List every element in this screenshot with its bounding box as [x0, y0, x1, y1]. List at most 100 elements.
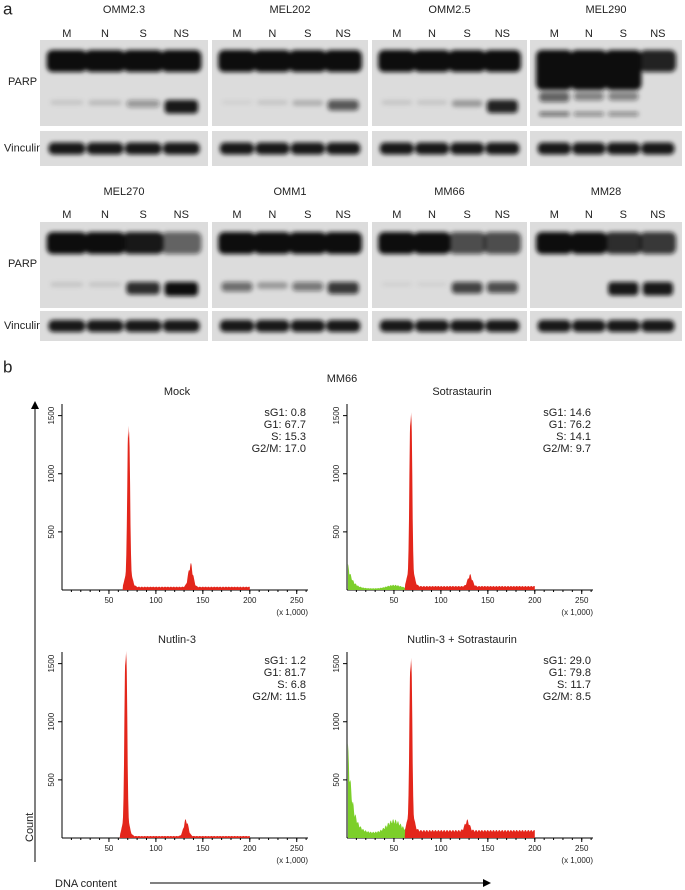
cleaved-band	[451, 282, 483, 294]
lane-label: N	[268, 28, 276, 40]
parp-band	[324, 50, 362, 72]
parp-band	[483, 232, 521, 254]
blot	[212, 40, 368, 166]
blot-title: MEL290	[586, 4, 627, 16]
blot	[372, 40, 527, 166]
cleaved-band	[221, 282, 253, 292]
vinculin-band	[606, 320, 641, 332]
vinculin-band	[379, 142, 414, 155]
cleaved-band	[126, 282, 160, 295]
lane-label: N	[585, 209, 593, 221]
cleaved-band	[486, 100, 518, 113]
y-tick-label: 500	[47, 773, 56, 787]
x-tick-label: 150	[196, 596, 210, 605]
lane-label: N	[428, 209, 436, 221]
lane-label: NS	[650, 209, 665, 221]
histogram-sub-g1	[347, 743, 535, 838]
cleaved-band	[381, 100, 413, 105]
lane-label: NS	[650, 28, 665, 40]
plot-title: Nutlin-3	[158, 634, 196, 646]
lane-label: M	[550, 28, 559, 40]
x-tick-label: 50	[389, 844, 398, 853]
cleaved-band	[292, 282, 324, 291]
blot-title: OMM1	[274, 186, 307, 198]
vinculin-band	[641, 142, 675, 155]
y-tick-label: 500	[332, 773, 341, 787]
histogram	[347, 412, 535, 590]
bands	[218, 50, 362, 155]
cleaved-band	[608, 112, 639, 116]
cleaved-band	[164, 282, 199, 296]
parp-band	[218, 232, 256, 254]
vinculin-band	[219, 320, 255, 332]
stat: G2/M: 11.5	[252, 691, 306, 703]
cleaved-band	[221, 100, 253, 105]
stat: S: 14.1	[556, 431, 591, 443]
blot-title: OMM2.5	[428, 4, 470, 16]
x-tick-label: 250	[575, 844, 589, 853]
x-tick-label: 100	[149, 596, 163, 605]
cleaved-band	[451, 100, 483, 107]
vinculin-band	[86, 320, 124, 332]
x-tick-label: 250	[290, 596, 304, 605]
cleaved-band	[608, 282, 639, 296]
parp-band	[84, 232, 126, 254]
cleaved-band	[88, 100, 122, 106]
cleaved-band	[292, 100, 324, 106]
blot	[530, 222, 682, 341]
stat: sG1: 29.0	[543, 655, 591, 667]
blot-title: MM66	[434, 186, 465, 198]
vinculin-band	[48, 142, 86, 155]
x-tick-label: 200	[243, 596, 257, 605]
y-tick-label: 500	[332, 525, 341, 539]
blot-title: MEL270	[104, 186, 145, 198]
bands	[378, 232, 521, 332]
vinculin-band	[162, 320, 200, 332]
lane-label: S	[304, 28, 311, 40]
stat: G1: 79.8	[549, 667, 591, 679]
vinculin-band	[326, 142, 361, 155]
cleaved-band	[256, 100, 288, 105]
parp-band	[161, 232, 202, 254]
lane-label: NS	[174, 209, 189, 221]
cleaved-band	[486, 282, 518, 293]
cleaved-band	[327, 282, 359, 294]
x-tick-label: 100	[434, 596, 448, 605]
vinculin-band	[255, 142, 290, 155]
vinculin-band	[572, 320, 606, 332]
bands	[536, 50, 677, 155]
cleaved-band	[50, 282, 84, 287]
stat: G2/M: 17.0	[252, 443, 306, 455]
cleaved-band	[164, 100, 199, 114]
lane-label: S	[463, 28, 470, 40]
vinculin-band	[124, 320, 162, 332]
x-tick-label: 250	[575, 596, 589, 605]
parp-band	[289, 50, 327, 72]
vinculin-band	[606, 142, 641, 155]
vinculin-band	[379, 320, 414, 332]
histogram	[347, 657, 535, 838]
stat: sG1: 14.6	[543, 407, 591, 419]
vinculin-band	[290, 320, 325, 332]
cleaved-band	[539, 92, 570, 102]
vinculin-band	[162, 142, 200, 155]
parp-band	[536, 50, 573, 90]
row-label: Vinculin	[4, 142, 42, 154]
y-tick-label: 1000	[47, 464, 56, 482]
y-tick-label: 1500	[332, 654, 341, 672]
y-tick-label: 1500	[47, 654, 56, 672]
bands	[46, 50, 202, 155]
vinculin-band	[326, 320, 361, 332]
stat: G1: 81.7	[264, 667, 306, 679]
x-tick-label: 100	[434, 844, 448, 853]
parp-band	[570, 50, 608, 90]
parp-band	[378, 50, 416, 72]
vinculin-band	[485, 142, 520, 155]
lane-label: NS	[336, 209, 351, 221]
plot-title: Mock	[164, 386, 191, 398]
lane-label: S	[304, 209, 311, 221]
x-unit: (x 1,000)	[561, 856, 593, 865]
blot-title: MEL202	[270, 4, 311, 16]
lane-label: M	[392, 28, 401, 40]
parp-band	[161, 50, 202, 72]
